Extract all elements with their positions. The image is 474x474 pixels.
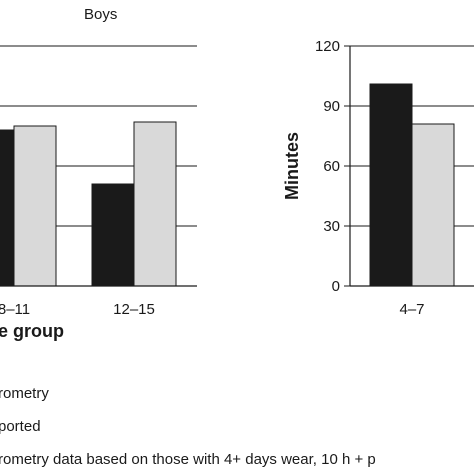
left-panel: Boys 8–11 12–15 e group: [0, 6, 197, 341]
right-category-labels: 4–7: [399, 301, 424, 318]
left-bar-accelerometry-1: [91, 183, 135, 287]
right-panel: 0 30 60 90 120 4–7 Minutes: [282, 38, 474, 318]
legend-item-accelerometry: rometry: [0, 385, 49, 402]
right-y-tick-labels: 0 30 60 90 120: [315, 38, 350, 295]
right-y-tick-label: 120: [315, 38, 340, 55]
left-bar-self-reported-1: [133, 121, 177, 287]
right-category-label: 4–7: [399, 301, 424, 318]
right-bars: [369, 83, 455, 287]
right-y-tick-label: 60: [323, 158, 340, 175]
legend: rometry ported: [0, 385, 49, 435]
left-panel-title: Boys: [84, 6, 117, 23]
left-category-label: 12–15: [113, 301, 155, 318]
right-y-tick-label: 90: [323, 98, 340, 115]
right-y-axis-title: Minutes: [282, 132, 302, 200]
right-y-tick-label: 0: [332, 278, 340, 295]
left-x-axis-title: e group: [0, 321, 64, 341]
left-category-label: 8–11: [0, 301, 30, 318]
left-category-labels: 8–11 12–15: [0, 301, 155, 318]
right-bar-self-reported-0: [411, 123, 455, 287]
right-y-tick-label: 30: [323, 218, 340, 235]
left-bar-self-reported-0: [13, 125, 57, 287]
left-bar-accelerometry-0: [0, 129, 15, 287]
legend-item-self-reported: ported: [0, 418, 41, 435]
footnote: rometry data based on those with 4+ days…: [0, 451, 376, 468]
left-bars: [0, 121, 177, 287]
right-bar-accelerometry-0: [369, 83, 413, 287]
